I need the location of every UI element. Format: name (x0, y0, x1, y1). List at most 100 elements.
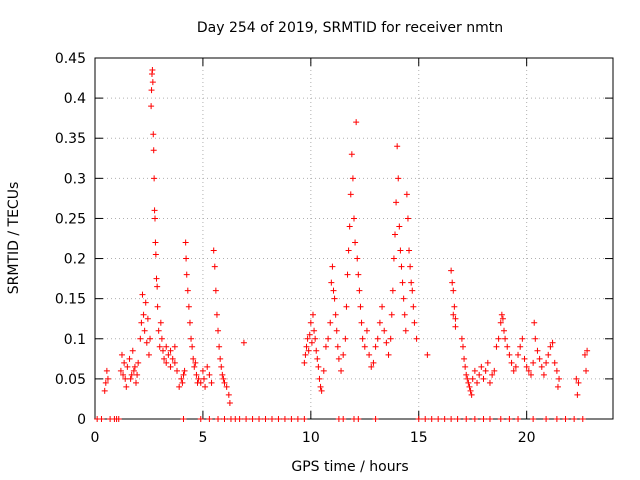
data-point (480, 416, 487, 422)
data-point (256, 416, 263, 422)
data-point (180, 371, 187, 378)
data-point (428, 416, 435, 422)
data-point (486, 379, 493, 386)
data-point (407, 263, 414, 270)
data-point (347, 191, 354, 198)
data-point (275, 416, 282, 422)
data-point (476, 371, 483, 378)
data-point (388, 311, 395, 318)
data-point (225, 391, 232, 398)
data-point (345, 247, 352, 254)
axis-ticks: 0 0.05 0.1 0.15 0.2 0.25 0.3 0.35 0.4 0.45 0 5 10 15 2… (55, 51, 613, 446)
data-point (143, 339, 150, 346)
data-point (268, 416, 275, 422)
data-point (131, 363, 138, 370)
data-point (515, 416, 522, 422)
data-point (396, 223, 403, 230)
data-point (435, 416, 442, 422)
data-point (385, 351, 392, 358)
data-point (486, 416, 493, 422)
data-point (171, 359, 178, 366)
data-point (155, 327, 162, 334)
data-point (482, 367, 489, 374)
data-point (527, 371, 534, 378)
data-point (504, 343, 511, 350)
data-point (190, 355, 197, 362)
data-point (150, 147, 157, 154)
data-point (303, 343, 310, 350)
data-point (530, 416, 537, 422)
data-point (397, 247, 404, 254)
data-point (186, 319, 193, 326)
data-point (145, 351, 152, 358)
data-point (510, 367, 517, 374)
data-point (480, 375, 487, 382)
data-point (355, 271, 362, 278)
data-point (122, 375, 129, 382)
data-point (178, 375, 185, 382)
data-point (333, 327, 340, 334)
data-point (301, 416, 308, 422)
data-point (185, 303, 192, 310)
data-point (502, 335, 509, 342)
data-point (508, 359, 515, 366)
y-tick-label: 0.25 (55, 211, 86, 227)
data-point (147, 335, 154, 342)
data-point (501, 327, 508, 334)
data-point (183, 271, 190, 278)
data-point (138, 319, 145, 326)
data-point (556, 375, 563, 382)
data-point (137, 335, 144, 342)
data-point (118, 351, 125, 358)
data-point (331, 295, 338, 302)
data-point (459, 343, 466, 350)
data-point (354, 255, 361, 262)
data-point (199, 367, 206, 374)
y-tick-label: 0.1 (64, 332, 86, 348)
data-point (167, 363, 174, 370)
data-point (547, 343, 554, 350)
data-point (390, 255, 397, 262)
data-point (454, 416, 461, 422)
y-tick-label: 0.35 (55, 131, 86, 147)
data-point (573, 375, 580, 382)
data-point (408, 279, 415, 286)
data-point (208, 379, 215, 386)
data-point (288, 416, 295, 422)
data-point (581, 351, 588, 358)
data-point (499, 315, 506, 322)
data-point (152, 215, 159, 222)
data-point (188, 335, 195, 342)
data-point (562, 416, 569, 422)
data-point (325, 335, 332, 342)
data-point (167, 347, 174, 354)
data-point (306, 331, 313, 338)
data-point (206, 371, 213, 378)
y-axis-label: SRMTID / TECUs (6, 182, 22, 295)
data-point (128, 371, 135, 378)
data-point (115, 416, 122, 422)
data-point (249, 416, 256, 422)
data-point (406, 247, 413, 254)
data-point (161, 355, 168, 362)
data-point (521, 355, 528, 362)
data-point (374, 335, 381, 342)
data-point (152, 239, 159, 246)
data-point (340, 416, 347, 422)
data-point (140, 311, 147, 318)
data-point (403, 191, 410, 198)
data-point (240, 339, 247, 346)
data-point (314, 355, 321, 362)
data-point (340, 351, 347, 358)
y-tick-label: 0.3 (64, 171, 86, 187)
data-point (523, 363, 530, 370)
data-point (330, 287, 337, 294)
data-point (383, 339, 390, 346)
data-point (357, 303, 364, 310)
data-point (355, 416, 362, 422)
chart-title: Day 254 of 2019, SRMTID for receiver nmt… (197, 20, 503, 36)
data-point (536, 355, 543, 362)
data-point (135, 359, 142, 366)
y-tick-label: 0.05 (55, 372, 86, 388)
data-point (165, 351, 172, 358)
